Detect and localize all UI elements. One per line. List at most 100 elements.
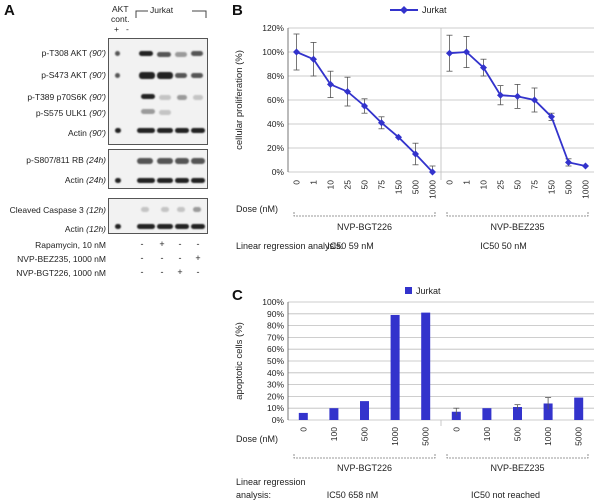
bar [513, 407, 522, 420]
x-tick-label: 50 [360, 180, 370, 190]
ic50-value: IC50 not reached [471, 490, 540, 500]
treatment-sign: - [178, 253, 182, 263]
jurkat-header: Jurkat [150, 5, 174, 15]
proliferation-line-chart: 0% 20% 40% 60% 80% 100% 120% cellular prolifera… [234, 5, 594, 251]
treatment-label-nvp-bez235: NVP-BEZ235, 1000 nM [17, 254, 106, 264]
data-point [344, 88, 351, 96]
y-tick-label: 30% [267, 380, 284, 390]
y-axis-title: cellular proliferation (%) [234, 50, 245, 150]
bar [298, 412, 308, 420]
apoptosis-bar-chart: 0% 10% 20%30% 40% 50% 60% 70%80% 90% 100% apoptot… [234, 286, 594, 500]
treatment-sign: + [195, 253, 201, 263]
jurkat-bracket [135, 10, 207, 18]
regression-label: Linear regression [236, 477, 306, 487]
bar [482, 408, 492, 420]
data-point [378, 119, 385, 127]
data-point [514, 92, 521, 100]
y-tick-label: 0% [272, 415, 285, 425]
treatment-sign: - [140, 253, 144, 263]
y-tick-label: 90% [267, 309, 284, 319]
x-axis-title: Dose (nM) [236, 204, 278, 214]
blot-label-actin-12h: Actin (12h) [64, 224, 106, 234]
y-tick-label: 60% [267, 344, 284, 354]
group-bracket [446, 212, 589, 217]
akt-plus-sign: + [114, 24, 119, 34]
group-label: NVP-BEZ235 [490, 222, 544, 232]
y-tick-label: 60% [267, 95, 284, 105]
blot-label-p-t389-p70s6k: p-T389 p70S6K (90') [27, 92, 106, 102]
y-tick-label: 70% [267, 332, 284, 342]
ic50-value: IC50 50 nM [480, 241, 527, 251]
legend-swatch [405, 287, 412, 294]
bar [329, 408, 339, 420]
y-tick-label: 100% [262, 297, 284, 307]
x-tick-label: 25 [343, 180, 353, 190]
y-tick-label: 0% [272, 167, 285, 177]
series-line [449, 51, 586, 167]
y-tick-label: 50% [267, 356, 284, 366]
blot-label-actin-24h: Actin (24h) [64, 175, 106, 185]
x-tick-label: 0 [298, 427, 308, 432]
x-tick-label: 10 [479, 180, 489, 190]
y-tick-label: 10% [267, 403, 284, 413]
cont-header: cont. [111, 14, 130, 24]
y-tick-label: 120% [262, 23, 284, 33]
bar [360, 401, 369, 420]
data-point [480, 64, 487, 72]
panel-c-letter: C [232, 287, 243, 304]
data-point [327, 80, 334, 88]
x-tick-label: 5000 [421, 427, 431, 446]
legend-marker [400, 6, 408, 14]
data-point [497, 91, 504, 99]
blot-label-p-s807-rb: p-S807/811 RB (24h) [26, 155, 106, 165]
bar [574, 397, 584, 420]
x-tick-label: 0 [451, 427, 461, 432]
data-point [463, 48, 470, 56]
x-tick-label: 150 [394, 180, 404, 194]
data-point [429, 168, 436, 176]
y-tick-label: 40% [267, 119, 284, 129]
x-tick-label: 1000 [390, 427, 400, 446]
x-tick-label: 100 [482, 427, 492, 441]
treatment-sign: - [160, 253, 164, 263]
y-axis-title: apoptotic cells (%) [234, 322, 245, 400]
treatment-sign: + [159, 239, 165, 249]
data-point [395, 133, 402, 141]
y-tick-label: 80% [267, 71, 284, 81]
y-tick-label: 80% [267, 321, 284, 331]
blot-label-p-s473-akt: p-S473 AKT (90') [41, 70, 106, 80]
panel-b-letter: B [232, 2, 243, 19]
x-tick-label: 500 [360, 427, 370, 441]
blot-label-p-s575-ulk1: p-S575 ULK1 (90') [35, 108, 106, 118]
group-label: NVP-BEZ235 [490, 463, 544, 473]
data-point [565, 158, 572, 166]
data-point [548, 113, 555, 121]
ic50-value: IC50 658 nM [327, 490, 379, 500]
treatment-sign: - [160, 267, 164, 277]
group-label: NVP-BGT226 [337, 463, 392, 473]
y-tick-label: 40% [267, 368, 284, 378]
akt-header: AKT [112, 4, 129, 14]
treatment-sign: - [196, 239, 200, 249]
group-bracket [293, 212, 436, 217]
regression-label: analysis: [236, 490, 271, 500]
treatment-label-nvp-bgt226: NVP-BGT226, 1000 nM [16, 268, 106, 278]
x-tick-label: 1000 [581, 180, 591, 199]
treatment-sign: - [196, 267, 200, 277]
western-blot-12h [108, 198, 208, 234]
data-point [293, 48, 300, 56]
blot-label-cleaved-caspase-3: Cleaved Caspase 3 (12h) [9, 205, 106, 215]
x-tick-label: 1 [462, 180, 472, 185]
legend-label: Jurkat [422, 5, 447, 15]
x-tick-label: 25 [496, 180, 506, 190]
bar [451, 411, 461, 420]
x-tick-label: 500 [513, 427, 523, 441]
x-tick-label: 75 [530, 180, 540, 190]
data-point [446, 49, 453, 57]
regression-label: Linear regression analysis: [236, 241, 343, 251]
y-tick-label: 100% [262, 47, 284, 57]
x-tick-label: 0 [292, 180, 302, 185]
x-tick-label: 50 [513, 180, 523, 190]
panel-a-letter: A [4, 2, 15, 19]
x-tick-label: 500 [564, 180, 574, 194]
